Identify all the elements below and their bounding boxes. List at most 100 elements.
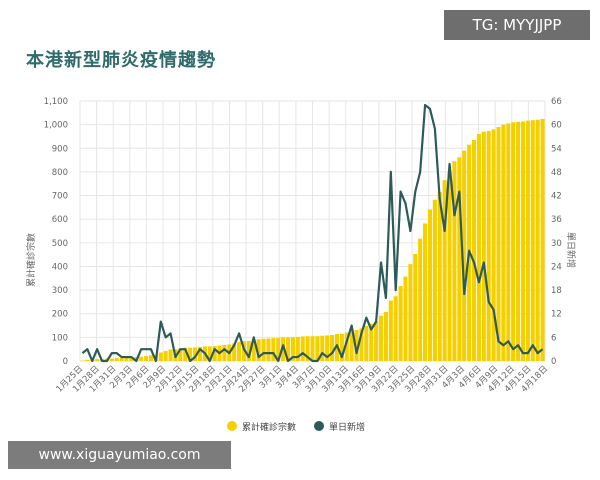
line-series [81,103,544,363]
y-tick-label: 300 [52,286,68,296]
bar [403,276,408,361]
y-tick-label: 400 [52,262,68,272]
bar [168,349,173,361]
bar [413,253,418,361]
bar [418,238,423,361]
bar [271,338,276,361]
bar [300,336,305,361]
bar [452,161,457,361]
bar [222,344,227,361]
bar [339,333,344,361]
y2-tick-label: 48 [551,168,562,178]
bar [349,330,354,361]
bar [183,347,188,361]
bar [388,300,393,361]
y-tick-label: 900 [52,144,68,154]
bar [423,223,428,361]
y-tick-label: 600 [52,215,68,225]
bar [207,346,212,361]
y-tick-label: 1,000 [44,121,68,131]
bar [295,336,300,361]
y2-tick-label: 24 [551,262,562,272]
y-tick-label: 100 [52,333,68,343]
y2-tick-label: 6 [551,333,556,343]
y2-tick-label: 54 [551,144,562,154]
bar [378,315,384,361]
bar [232,343,237,361]
bar [95,359,100,361]
bar [383,311,388,361]
bar [276,337,281,361]
watermark-bottom: www.xiguayumiao.com [8,441,231,469]
y2-tick-label: 42 [551,192,562,202]
bar [437,192,442,361]
bar [85,359,90,361]
bar [364,325,369,361]
bar [344,332,349,361]
bar [212,346,217,361]
bar [506,123,511,361]
bar [491,129,496,361]
bar [310,336,315,361]
y-tick-label: 800 [52,168,68,178]
left-axis-ticks: 0 100 200 300 400 500 600 700 800 900 1,000 1,100 [44,97,68,367]
bar [408,264,413,361]
bar [511,122,516,361]
y-tick-label: 700 [52,192,68,202]
bar [197,346,202,361]
y2-tick-label: 18 [551,286,562,296]
y2-tick-label: 60 [551,121,562,131]
bar [369,323,374,361]
bar [188,347,193,361]
legend-swatch-bars [227,421,237,431]
bar [163,351,168,361]
bar [530,120,535,362]
y-tick-label: 1,100 [44,97,68,107]
bar [119,357,124,361]
bar [535,119,540,361]
bar [305,336,310,361]
bar [325,335,330,361]
bar [516,121,521,361]
bar [427,209,433,361]
bar [501,124,506,362]
bar [148,355,154,361]
y2-tick-label: 0 [551,357,556,367]
right-axis-ticks: 0 6 12 18 24 30 36 42 48 54 60 66 [551,97,562,367]
bar [476,134,481,361]
bar [393,296,398,361]
bar [496,127,501,361]
y-axis-title: 累計確診宗數 [25,233,37,287]
bar [261,338,266,361]
bar [540,118,545,361]
bar [354,330,359,361]
y2-tick-label: 36 [551,215,562,225]
bar [109,358,114,361]
bar [486,131,491,361]
bar [285,337,291,361]
legend-label-bars: 累計確診宗數 [242,421,296,433]
bar [178,348,183,361]
y-tick-label: 200 [52,310,68,320]
bar [246,340,251,361]
bar [471,140,477,361]
bar [457,157,462,361]
bar [315,336,320,361]
bar [481,131,486,361]
bar [520,121,526,362]
bar [256,339,261,361]
bar [525,120,530,361]
y2-tick-label: 12 [551,310,562,320]
y-tick-label: 0 [63,357,68,367]
bar [281,337,286,361]
bar [432,199,437,361]
legend-swatch-line [314,421,324,431]
bar [359,328,364,361]
bar [447,171,452,361]
bar [442,180,447,361]
bar [124,357,129,361]
bar-series [80,118,545,362]
legend-label-line: 單日新增 [329,421,365,433]
bar [129,357,134,361]
